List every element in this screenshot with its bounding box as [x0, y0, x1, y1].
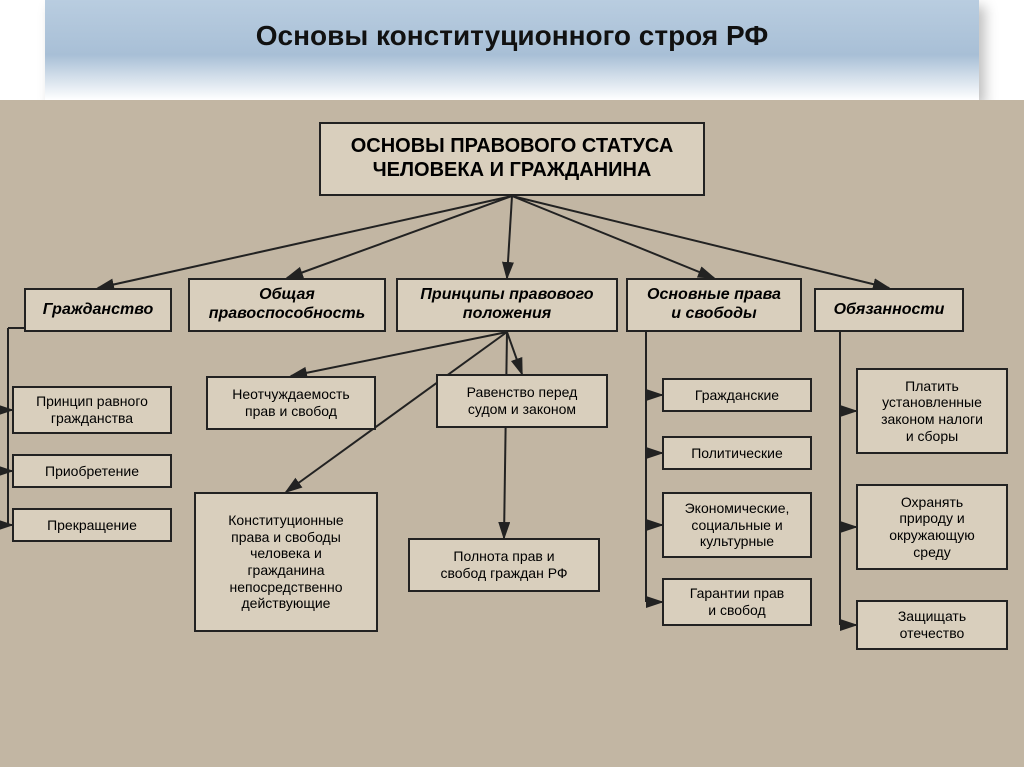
node-c3b: Равенство перед судом и законом [436, 374, 608, 428]
node-c4d: Гарантии прав и свобод [662, 578, 812, 626]
node-root: ОСНОВЫ ПРАВОВОГО СТАТУСА ЧЕЛОВЕКА И ГРАЖ… [319, 122, 705, 196]
node-c5b: Охранять природу и окружающую среду [856, 484, 1008, 570]
node-c5a: Платить установленные законом налоги и с… [856, 368, 1008, 454]
node-c4b: Политические [662, 436, 812, 470]
node-c3c: Конституционные права и свободы человека… [194, 492, 378, 632]
node-c5: Обязанности [814, 288, 964, 332]
node-c1a: Принцип равного гражданства [12, 386, 172, 434]
title-band: Основы конституционного строя РФ [45, 0, 979, 100]
node-c4a: Гражданские [662, 378, 812, 412]
node-c5c: Защищать отечество [856, 600, 1008, 650]
node-c3: Принципы правового положения [396, 278, 618, 332]
node-c3d: Полнота прав и свобод граждан РФ [408, 538, 600, 592]
diagram-canvas: ОСНОВЫ ПРАВОВОГО СТАТУСА ЧЕЛОВЕКА И ГРАЖ… [0, 100, 1024, 767]
node-c4: Основные права и свободы [626, 278, 802, 332]
page-title: Основы конституционного строя РФ [45, 20, 979, 52]
node-c4c: Экономические, социальные и культурные [662, 492, 812, 558]
node-c1b: Приобретение [12, 454, 172, 488]
node-c2: Общая правоспособность [188, 278, 386, 332]
node-c1: Гражданство [24, 288, 172, 332]
node-c1c: Прекращение [12, 508, 172, 542]
node-c3a: Неотчуждаемость прав и свобод [206, 376, 376, 430]
